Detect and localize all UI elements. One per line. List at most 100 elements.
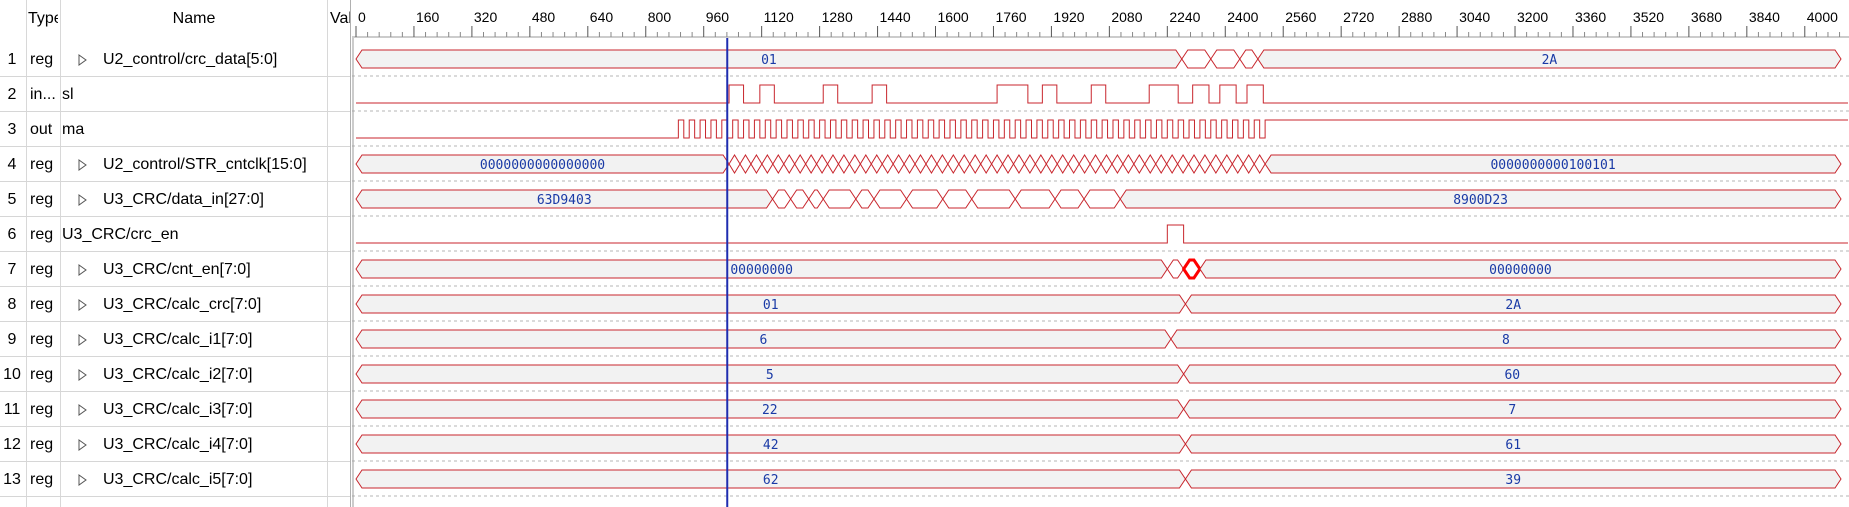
signal-row[interactable]: 8 reg U3_CRC/calc_crc[7:0]	[0, 287, 350, 322]
bus-value-segment	[826, 154, 840, 174]
ruler-tick-label: 1600	[938, 9, 969, 25]
signal-row[interactable]: 6 reg U3_CRC/crc_en	[0, 217, 350, 252]
row-index: 3	[7, 121, 17, 138]
expand-arrow-icon[interactable]	[78, 53, 87, 66]
expand-arrow-icon[interactable]	[78, 473, 87, 486]
column-divider[interactable]	[26, 0, 27, 507]
expand-arrow-icon[interactable]	[78, 438, 87, 451]
signal-type: reg	[30, 51, 54, 68]
signal-name: U3_CRC/calc_i5[7:0]	[103, 471, 253, 488]
bus-value-segment	[914, 154, 927, 174]
ruler-tick-label: 640	[590, 9, 614, 25]
signal-row[interactable]: 11 reg U3_CRC/calc_i3[7:0]	[0, 392, 350, 427]
expand-arrow-icon[interactable]	[78, 158, 87, 171]
signal-type: reg	[30, 331, 54, 348]
bus-value-segment	[1242, 154, 1255, 174]
bus-value-segment	[1184, 434, 1842, 454]
expand-arrow-icon[interactable]	[78, 333, 87, 346]
column-header-value[interactable]: Value	[330, 0, 350, 38]
bit-waveform	[356, 84, 1848, 104]
column-divider[interactable]	[60, 0, 61, 507]
signal-name-cell[interactable]: U3_CRC/calc_i5[7:0]	[62, 462, 326, 497]
bus-value-label: 62	[763, 473, 779, 488]
ruler-tick-label: 480	[532, 9, 556, 25]
signal-row[interactable]: 13 reg U3_CRC/calc_i5[7:0]	[0, 462, 350, 497]
bus-value-segment	[739, 154, 752, 174]
column-divider[interactable]	[327, 0, 328, 507]
column-header-name[interactable]: Name	[62, 0, 326, 38]
expand-arrow-icon[interactable]	[78, 263, 87, 276]
signal-name-cell[interactable]: U3_CRC/data_in[27:0]	[62, 182, 326, 217]
bus-value-segment	[750, 154, 763, 174]
signal-type: reg	[30, 366, 54, 383]
signal-name-cell[interactable]: ma	[62, 112, 326, 147]
waveform-view[interactable]: 0 160 320 480 640 800 960 1120 1280 1440 1600 1760 1…	[352, 0, 1849, 507]
ruler-tick-label: 1920	[1053, 9, 1084, 25]
panel-splitter[interactable]	[350, 0, 351, 507]
row-index: 12	[3, 436, 21, 453]
expand-arrow-icon[interactable]	[78, 193, 87, 206]
signal-name-cell[interactable]: U3_CRC/calc_i1[7:0]	[62, 322, 326, 357]
signal-row[interactable]: 1 reg U2_control/crc_data[5:0]	[0, 42, 350, 77]
bus-value-segment	[1111, 154, 1124, 174]
ruler-tick-label: 2880	[1401, 9, 1432, 25]
bus-value-segment	[1209, 154, 1222, 174]
row-index: 13	[3, 471, 21, 488]
row-index: 5	[7, 191, 17, 208]
ruler-tick-label: 3680	[1691, 9, 1722, 25]
column-header-type-label: Type	[28, 10, 58, 27]
bus-value-label: 0000000000100101	[1490, 158, 1615, 173]
signal-row[interactable]: 5 reg U3_CRC/data_in[27:0]	[0, 182, 350, 217]
signal-name: U3_CRC/data_in[27:0]	[103, 191, 264, 208]
signal-type: in...	[30, 86, 56, 103]
bus-value-segment	[1056, 154, 1069, 174]
row-index: 7	[7, 261, 17, 278]
signal-row[interactable]: 7 reg U3_CRC/cnt_en[7:0]	[0, 252, 350, 287]
column-header-value-label: Value	[330, 10, 350, 27]
signal-type: reg	[30, 296, 54, 313]
signal-name-cell[interactable]: sl	[62, 77, 326, 112]
ruler-tick-label: 3040	[1459, 9, 1490, 25]
bus-value-segment	[805, 154, 818, 174]
signal-name-cell[interactable]: U3_CRC/calc_i2[7:0]	[62, 357, 326, 392]
bus-value-segment	[971, 189, 1016, 209]
ruler-tick-label: 1280	[822, 9, 853, 25]
signal-type: reg	[30, 191, 54, 208]
bus-value-label: 6	[760, 333, 768, 348]
signal-row[interactable]: 4 reg U2_control/STR_cntclk[15:0]	[0, 147, 350, 182]
signal-row[interactable]: 9 reg U3_CRC/calc_i1[7:0]	[0, 322, 350, 357]
ruler-tick-label: 2080	[1111, 9, 1142, 25]
bus-value-label: 00000000	[1489, 263, 1552, 278]
bus-value-segment	[859, 154, 872, 174]
signal-name-cell[interactable]: U3_CRC/calc_crc[7:0]	[62, 287, 326, 322]
bus-value-label: 61	[1505, 438, 1521, 453]
signal-name-cell[interactable]: U2_control/STR_cntclk[15:0]	[62, 147, 326, 182]
expand-arrow-icon[interactable]	[78, 368, 87, 381]
signal-type: reg	[30, 261, 54, 278]
signal-type: reg	[30, 436, 54, 453]
signal-row[interactable]: 10 reg U3_CRC/calc_i2[7:0]	[0, 357, 350, 392]
signal-name: sl	[62, 86, 74, 103]
ruler-tick-label: 3840	[1749, 9, 1780, 25]
expand-arrow-icon[interactable]	[78, 298, 87, 311]
signal-row[interactable]: 2 in... sl	[0, 77, 350, 112]
bus-value-segment	[1083, 189, 1121, 209]
signal-name-cell[interactable]: U2_control/crc_data[5:0]	[62, 42, 326, 77]
bus-value-segment	[1170, 329, 1842, 349]
ruler-tick-label: 320	[474, 9, 498, 25]
signal-row[interactable]: 3 out ma	[0, 112, 350, 147]
column-header-type[interactable]: Type	[28, 0, 58, 38]
signal-name-cell[interactable]: U3_CRC/cnt_en[7:0]	[62, 252, 326, 287]
bus-value-segment	[1199, 259, 1842, 279]
ruler-tick-label: 0	[358, 9, 366, 25]
expand-arrow-icon[interactable]	[78, 403, 87, 416]
bus-value-label: 22	[762, 403, 778, 418]
signal-name-cell[interactable]: U3_CRC/crc_en	[62, 217, 326, 252]
signal-list-panel: Type Name Value 1 reg U2_control/crc_data[…	[0, 0, 351, 507]
signal-row[interactable]: 12 reg U3_CRC/calc_i4[7:0]	[0, 427, 350, 462]
signal-name-cell[interactable]: U3_CRC/calc_i4[7:0]	[62, 427, 326, 462]
signal-name-cell[interactable]: U3_CRC/calc_i3[7:0]	[62, 392, 326, 427]
ruler-tick-label: 1120	[764, 9, 794, 25]
row-index: 8	[7, 296, 17, 313]
signal-type: out	[30, 121, 53, 138]
